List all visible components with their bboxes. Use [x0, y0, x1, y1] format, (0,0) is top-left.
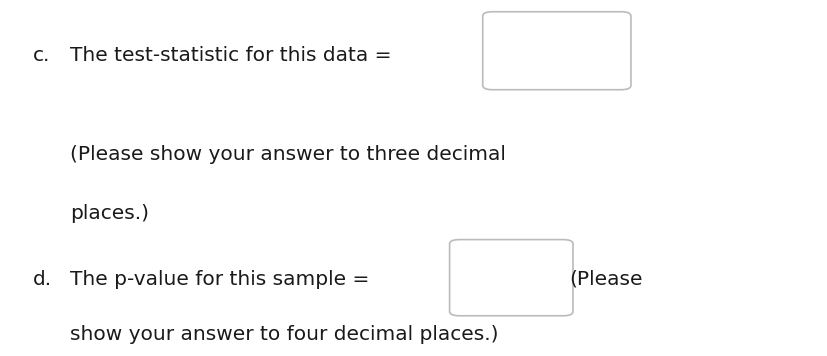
- Text: (Please: (Please: [568, 270, 642, 289]
- Text: show your answer to four decimal places.): show your answer to four decimal places.…: [70, 325, 499, 344]
- Text: (Please show your answer to three decimal: (Please show your answer to three decima…: [70, 145, 505, 164]
- FancyBboxPatch shape: [482, 12, 630, 90]
- Text: places.): places.): [70, 204, 149, 223]
- Text: The test-statistic for this data =: The test-statistic for this data =: [70, 46, 391, 65]
- Text: c.: c.: [33, 46, 50, 65]
- Text: d.: d.: [33, 270, 52, 289]
- Text: The p-value for this sample =: The p-value for this sample =: [70, 270, 370, 289]
- FancyBboxPatch shape: [449, 240, 572, 316]
